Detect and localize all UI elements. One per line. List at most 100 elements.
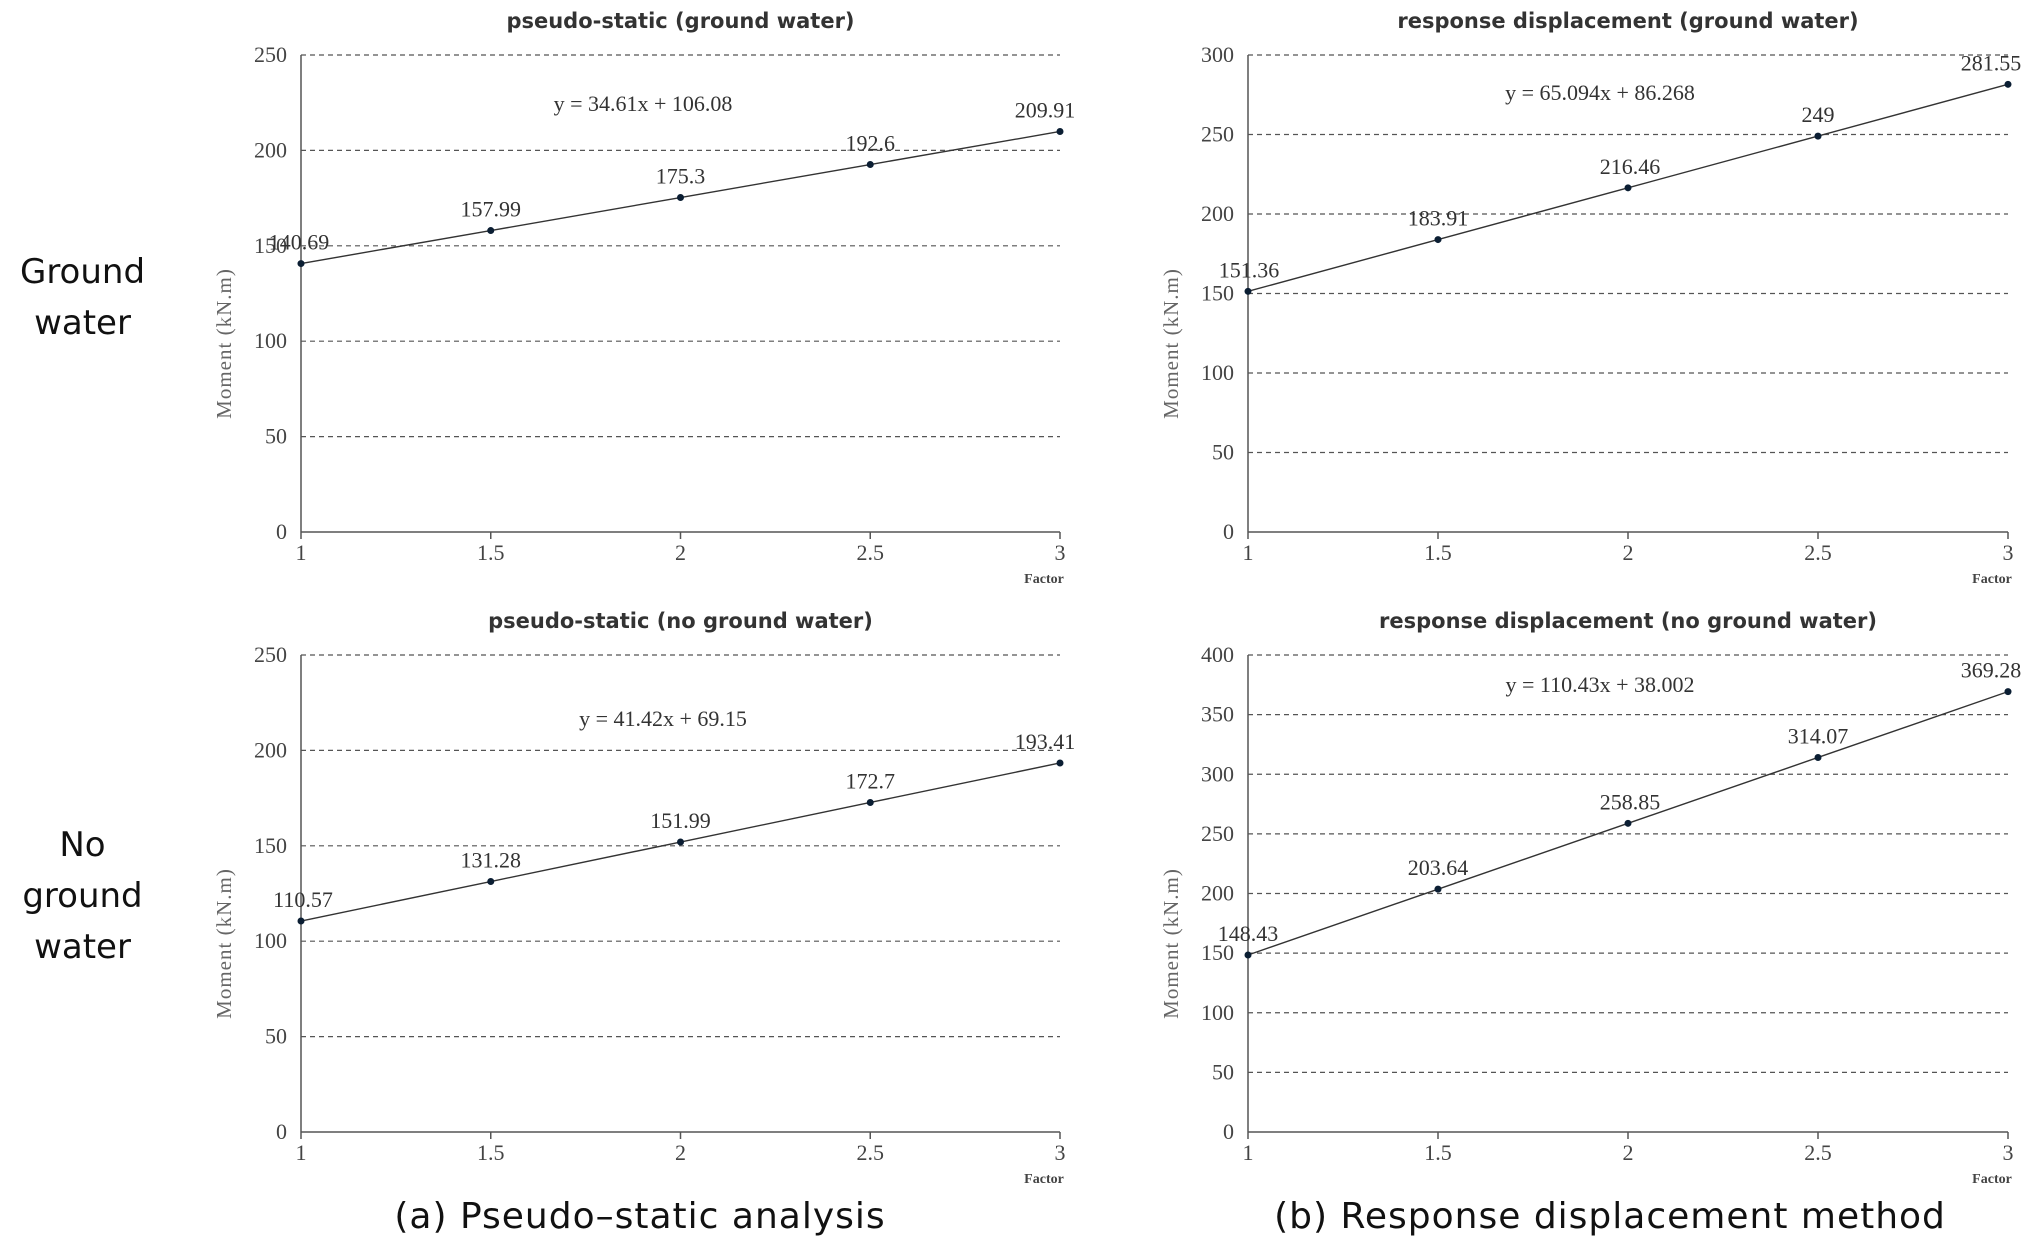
- x-tick-label: 2.5: [1804, 1140, 1832, 1165]
- x-tick-label: 1: [296, 1140, 307, 1165]
- y-tick-label: 150: [254, 833, 287, 858]
- data-point: [1056, 127, 1064, 135]
- y-tick-label: 0: [1223, 519, 1234, 544]
- data-point: [1814, 132, 1822, 140]
- x-axis-title: Factor: [1024, 572, 1064, 587]
- data-label: 258.85: [1600, 789, 1661, 814]
- x-tick-label: 1: [1243, 540, 1254, 565]
- row-label-line: No: [59, 825, 106, 865]
- data-point: [1434, 236, 1442, 244]
- data-point: [487, 878, 495, 886]
- row-label-no-ground-water: No ground water: [0, 820, 165, 973]
- data-point: [1434, 885, 1442, 893]
- x-tick-label: 1.5: [1424, 540, 1452, 565]
- y-tick-label: 100: [254, 928, 287, 953]
- row-label-line: ground: [22, 876, 143, 916]
- y-tick-label: 0: [1223, 1119, 1234, 1144]
- data-point: [866, 798, 874, 806]
- data-point: [1624, 184, 1632, 192]
- data-point: [1814, 753, 1822, 761]
- x-tick-label: 2: [1623, 1140, 1634, 1165]
- trend-equation: y = 65.094x + 86.268: [1505, 80, 1695, 105]
- y-tick-label: 100: [254, 328, 287, 353]
- x-tick-label: 1: [1243, 1140, 1254, 1165]
- x-tick-label: 1.5: [1424, 1140, 1452, 1165]
- y-tick-label: 350: [1201, 702, 1234, 727]
- data-point: [1624, 819, 1632, 827]
- x-tick-label: 1.5: [477, 1140, 505, 1165]
- y-tick-label: 250: [254, 42, 287, 67]
- y-tick-label: 300: [1201, 761, 1234, 786]
- y-tick-label: 150: [1201, 940, 1234, 965]
- data-label: 281.55: [1961, 50, 2022, 75]
- trend-equation: y = 34.61x + 106.08: [554, 91, 733, 116]
- y-axis-title: Moment (kN.m): [212, 868, 236, 1019]
- y-tick-label: 150: [254, 233, 287, 258]
- row-label-ground-water: Ground water: [0, 247, 165, 349]
- data-label: 140.69: [269, 230, 330, 255]
- y-tick-label: 0: [276, 1119, 287, 1144]
- y-tick-label: 200: [1201, 201, 1234, 226]
- y-tick-label: 200: [254, 737, 287, 762]
- y-tick-label: 0: [276, 519, 287, 544]
- data-label: 183.91: [1408, 206, 1469, 231]
- y-tick-label: 50: [265, 1024, 287, 1049]
- data-label: 216.46: [1600, 154, 1661, 179]
- x-tick-label: 2: [1623, 540, 1634, 565]
- data-label: 369.28: [1961, 658, 2022, 683]
- x-tick-label: 2.5: [1804, 540, 1832, 565]
- data-label: 131.28: [461, 848, 522, 873]
- data-point: [297, 260, 305, 268]
- y-tick-label: 50: [265, 424, 287, 449]
- data-point: [1244, 951, 1252, 959]
- data-label: 175.3: [656, 164, 706, 189]
- data-label: 151.99: [650, 808, 711, 833]
- y-axis-title: Moment (kN.m): [1159, 868, 1183, 1019]
- y-tick-label: 200: [254, 137, 287, 162]
- x-tick-label: 3: [1055, 540, 1066, 565]
- y-tick-label: 400: [1201, 642, 1234, 667]
- data-label: 172.7: [846, 768, 896, 793]
- row-label-line: water: [34, 303, 131, 343]
- x-tick-label: 1: [296, 540, 307, 565]
- caption-pseudo-static: (a) Pseudo–static analysis: [394, 1196, 886, 1237]
- y-tick-label: 100: [1201, 360, 1234, 385]
- data-label: 209.91: [1015, 97, 1076, 122]
- x-axis-title: Factor: [1024, 1172, 1064, 1187]
- y-tick-label: 250: [254, 642, 287, 667]
- data-point: [297, 917, 305, 925]
- chart-response-displacement-no-ground-water: response displacement (no ground water) 0…: [1159, 609, 2022, 1187]
- data-point: [866, 161, 874, 169]
- data-label: 148.43: [1218, 921, 1279, 946]
- y-tick-label: 50: [1212, 1059, 1234, 1084]
- data-label: 110.57: [273, 887, 333, 912]
- caption-response-displacement: (b) Response displacement method: [1274, 1196, 1946, 1237]
- x-tick-label: 3: [2003, 1140, 2014, 1165]
- x-tick-label: 2: [675, 540, 686, 565]
- x-axis-title: Factor: [1972, 572, 2012, 587]
- data-label: 203.64: [1408, 855, 1469, 880]
- data-point: [1244, 287, 1252, 295]
- y-tick-label: 100: [1201, 1000, 1234, 1025]
- data-label: 192.6: [846, 131, 896, 156]
- x-tick-label: 1.5: [477, 540, 505, 565]
- row-label-line: water: [34, 927, 131, 967]
- y-tick-label: 300: [1201, 42, 1234, 67]
- data-point: [677, 838, 684, 846]
- x-tick-label: 2.5: [857, 540, 885, 565]
- x-axis-title: Factor: [1972, 1172, 2012, 1187]
- y-tick-label: 50: [1212, 440, 1234, 465]
- data-label: 193.41: [1015, 729, 1076, 754]
- x-tick-label: 2.5: [857, 1140, 885, 1165]
- chart-title: response displacement (no ground water): [1379, 609, 1877, 633]
- data-point: [2004, 80, 2012, 88]
- chart-pseudo-static-no-ground-water: pseudo-static (no ground water) 0 50 100 150…: [212, 609, 1076, 1187]
- data-label: 157.99: [461, 197, 522, 222]
- x-tick-label: 2: [675, 1140, 686, 1165]
- y-tick-label: 150: [1201, 281, 1234, 306]
- data-label: 314.07: [1788, 723, 1849, 748]
- trend-equation: y = 41.42x + 69.15: [579, 706, 747, 731]
- x-tick-label: 3: [2003, 540, 2014, 565]
- data-point: [1056, 759, 1064, 767]
- data-point: [677, 194, 684, 202]
